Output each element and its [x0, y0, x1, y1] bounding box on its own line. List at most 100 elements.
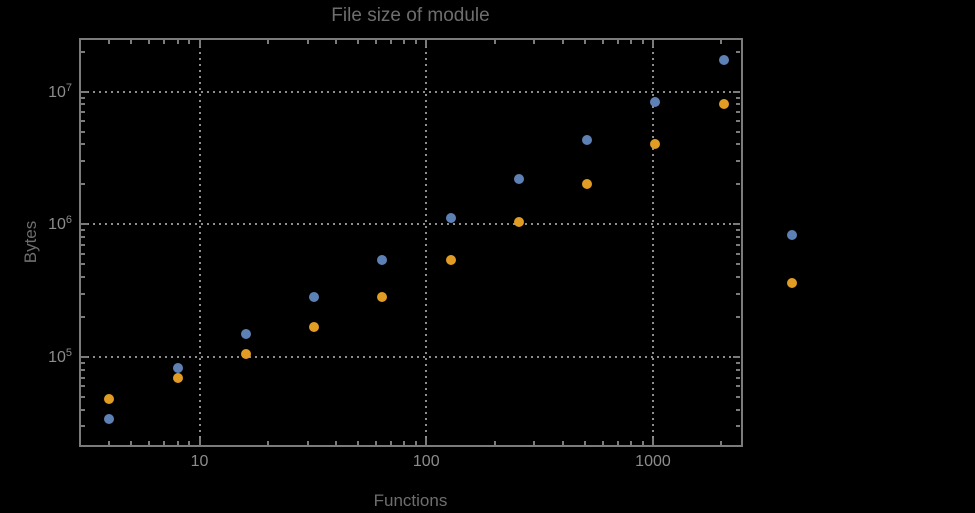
plot-frame [79, 37, 743, 447]
y-tick-mark [736, 362, 740, 365]
x-tick-mark [533, 39, 536, 44]
gridline-vertical [198, 39, 201, 445]
x-tick-mark [616, 39, 619, 44]
data-point-blue [786, 230, 797, 241]
y-tick-mark [736, 252, 740, 255]
x-tick-mark [583, 39, 586, 44]
x-tick-mark [630, 441, 632, 445]
x-tick-label: 1000 [635, 453, 671, 470]
data-point-blue [513, 173, 524, 184]
gridline-vertical [651, 39, 654, 445]
x-tick-label: 100 [412, 453, 440, 470]
data-point-orange [650, 138, 661, 149]
x-tick-mark [163, 441, 166, 445]
x-axis-label: Functions [373, 491, 448, 510]
y-tick-mark [81, 368, 85, 371]
y-tick-mark [736, 263, 740, 266]
x-tick-mark [335, 441, 338, 445]
y-tick-mark [81, 276, 85, 279]
x-tick-mark [357, 441, 359, 445]
y-tick-mark [736, 408, 740, 411]
y-tick-mark [81, 183, 85, 186]
y-tick-mark [736, 425, 740, 428]
x-tick-mark [357, 39, 359, 44]
data-point-orange [445, 255, 456, 266]
y-tick-mark [736, 183, 740, 186]
data-point-blue [650, 96, 661, 107]
x-tick-mark [493, 39, 496, 44]
y-tick-mark [81, 111, 85, 114]
y-tick-mark [81, 292, 85, 295]
data-point-blue [718, 55, 729, 66]
data-point-orange [718, 99, 729, 110]
y-tick-mark [81, 408, 85, 411]
x-tick-mark [266, 39, 269, 44]
y-axis-label: Bytes [21, 220, 40, 264]
x-tick-label: 10 [190, 453, 209, 470]
y-tick-mark [736, 385, 740, 388]
x-tick-mark [130, 39, 133, 44]
y-tick-mark [81, 130, 85, 133]
y-tick-label: 107 [48, 81, 72, 101]
y-tick-mark [736, 236, 740, 239]
data-point-orange [240, 349, 251, 360]
y-tick-mark [81, 362, 85, 365]
x-tick-mark [130, 441, 133, 445]
x-tick-mark [198, 438, 201, 445]
x-tick-mark [335, 39, 338, 44]
data-point-blue [582, 135, 593, 146]
y-tick-mark [81, 385, 85, 388]
y-tick-mark [81, 263, 85, 266]
y-tick-mark [81, 376, 85, 379]
gridline-horizontal [81, 90, 740, 93]
y-tick-mark [736, 130, 740, 133]
y-tick-mark [736, 120, 740, 123]
data-point-orange [377, 291, 388, 302]
chart-title: File size of module [331, 5, 490, 26]
y-tick-mark [81, 395, 85, 398]
data-point-orange [786, 278, 797, 289]
x-tick-mark [163, 39, 166, 44]
x-tick-mark [148, 441, 151, 445]
data-point-blue [309, 291, 320, 302]
x-tick-mark [403, 39, 406, 44]
x-tick-mark [176, 39, 179, 44]
y-tick-mark [736, 292, 740, 295]
x-tick-mark [108, 441, 111, 445]
y-tick-mark [81, 143, 85, 146]
data-point-orange [513, 217, 524, 228]
y-tick-label: 105 [48, 346, 72, 367]
x-tick-mark [651, 438, 654, 445]
y-tick-mark [81, 236, 85, 239]
y-tick-label: 106 [48, 214, 72, 234]
y-tick-mark [81, 243, 85, 246]
data-point-orange [104, 394, 115, 405]
x-tick-mark [198, 39, 201, 47]
x-tick-mark [641, 441, 644, 445]
y-tick-mark [736, 103, 740, 106]
data-point-blue [240, 328, 251, 339]
x-tick-mark [306, 441, 309, 445]
data-point-orange [172, 372, 183, 383]
y-tick-mark [733, 90, 740, 93]
x-tick-mark [266, 441, 269, 445]
x-tick-mark [188, 39, 191, 44]
y-tick-mark [736, 368, 740, 371]
y-tick-mark [736, 229, 740, 232]
x-tick-mark [533, 441, 536, 445]
x-tick-mark [601, 39, 604, 44]
y-tick-mark [81, 229, 85, 232]
x-tick-mark [390, 441, 393, 445]
y-tick-mark [736, 395, 740, 398]
y-tick-mark [733, 223, 740, 226]
x-tick-mark [176, 441, 179, 445]
data-point-blue [445, 212, 456, 223]
y-tick-mark [81, 355, 88, 358]
y-tick-mark [81, 96, 85, 99]
data-point-blue [172, 362, 183, 373]
x-tick-mark [306, 39, 309, 44]
data-point-blue [104, 414, 115, 425]
x-tick-mark [561, 441, 564, 445]
y-tick-mark [81, 252, 85, 255]
x-tick-mark [108, 39, 111, 44]
